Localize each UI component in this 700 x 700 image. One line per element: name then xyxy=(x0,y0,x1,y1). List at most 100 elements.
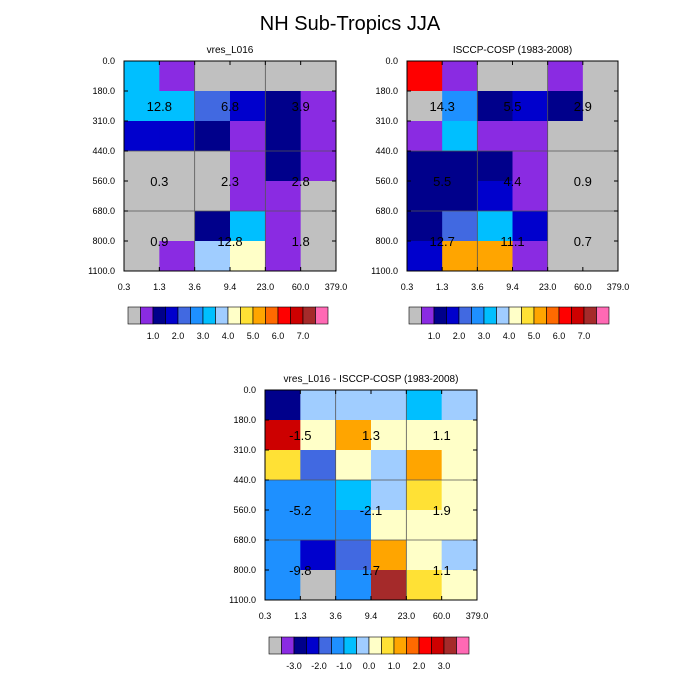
x-tick-label: 379.0 xyxy=(466,611,489,621)
heatmap-cell xyxy=(335,480,372,511)
colorbar-swatch xyxy=(343,636,357,655)
colorbar-swatch xyxy=(418,636,432,655)
y-tick-label: 310.0 xyxy=(233,445,256,455)
heatmap-cell xyxy=(265,390,301,421)
heatmap-panel-3: vres_L016 - ISCCP-COSP (1983-2008) 0.3 1.3… xyxy=(229,374,488,621)
colorbar-swatch xyxy=(583,306,597,325)
heatmap-cell xyxy=(230,181,266,212)
colorbar-label: 3.0 xyxy=(438,661,451,671)
heatmap-cell xyxy=(371,420,407,451)
colorbar-swatch xyxy=(190,306,204,325)
y-tick-label: 180.0 xyxy=(92,86,115,96)
heatmap-cell xyxy=(159,241,196,272)
y-tick-label: 560.0 xyxy=(92,176,115,186)
heatmap-cell xyxy=(407,61,443,92)
x-tick-label: 3.6 xyxy=(471,282,484,292)
heatmap-cell xyxy=(582,181,619,212)
heatmap-cell xyxy=(300,61,337,92)
cell-value-label: 5.5 xyxy=(433,174,451,189)
cell-value-label: -5.2 xyxy=(289,503,311,518)
heatmap-cell xyxy=(230,241,266,272)
heatmap-cell xyxy=(371,450,407,481)
cell-value-label: 12.8 xyxy=(217,234,242,249)
colorbar-swatch xyxy=(443,636,457,655)
x-tick-label: 1.3 xyxy=(436,282,449,292)
heatmap-cell xyxy=(512,91,549,122)
heatmap-cell xyxy=(124,181,160,212)
colorbar-swatch xyxy=(281,636,295,655)
heatmap-cell xyxy=(407,181,443,212)
cell-value-label: 0.9 xyxy=(574,174,592,189)
heatmap-cell xyxy=(406,510,443,541)
colorbar-swatch xyxy=(393,636,407,655)
heatmap-cell xyxy=(265,241,302,272)
heatmap-cell xyxy=(547,211,584,242)
heatmap-cell xyxy=(407,151,443,182)
colorbar-swatch xyxy=(421,306,435,325)
y-tick-label: 800.0 xyxy=(92,236,115,246)
heatmap-cell xyxy=(407,241,443,272)
heatmap-cell xyxy=(442,181,478,212)
y-tick-label: 180.0 xyxy=(233,415,256,425)
colorbar-label: 4.0 xyxy=(222,331,235,341)
y-tick-label: 680.0 xyxy=(233,535,256,545)
x-tick-label: 9.4 xyxy=(506,282,519,292)
colorbar-label: 3.0 xyxy=(197,331,210,341)
panel-title: vres_L016 - ISCCP-COSP (1983-2008) xyxy=(284,374,459,385)
heatmap-cell xyxy=(265,211,302,242)
colorbar-swatch xyxy=(290,306,304,325)
cell-value-label: 12.8 xyxy=(147,99,172,114)
y-tick-label: 310.0 xyxy=(92,116,115,126)
colorbar-swatch xyxy=(406,636,420,655)
heatmap-cell xyxy=(582,121,619,152)
heatmap-cell xyxy=(441,480,478,511)
colorbar-label: -1.0 xyxy=(336,661,352,671)
heatmap-cell xyxy=(230,211,266,242)
colorbar-swatch xyxy=(152,306,166,325)
heatmap-cell xyxy=(265,480,301,511)
heatmap-cell xyxy=(265,420,301,451)
colorbar-label: 2.0 xyxy=(453,331,466,341)
colorbar-swatch xyxy=(227,306,241,325)
heatmap-cell xyxy=(407,121,443,152)
heatmap-cell xyxy=(477,91,513,122)
colorbar-label: 0.0 xyxy=(363,661,376,671)
heatmap-cell xyxy=(335,450,372,481)
heatmap-cell xyxy=(582,241,619,272)
heatmap-cell xyxy=(512,121,549,152)
heatmap-cell xyxy=(441,420,478,451)
heatmap-cell xyxy=(194,121,231,152)
heatmap-cell xyxy=(547,91,584,122)
colorbar-swatch xyxy=(331,636,345,655)
heatmap-cell xyxy=(371,540,407,571)
heatmap-cell xyxy=(406,480,443,511)
heatmap-panel-1: vres_L016 0.3 1.3 3.6 9.4 23.0 60.0 379.0 0.0 180… xyxy=(88,45,347,292)
heatmap-cell xyxy=(477,61,513,92)
y-tick-label: 0.0 xyxy=(385,56,398,66)
colorbar-swatch xyxy=(533,306,547,325)
heatmap-cell xyxy=(300,151,337,182)
heatmap-cell xyxy=(406,420,443,451)
colorbar-label: 6.0 xyxy=(553,331,566,341)
cell-value-label: -2.1 xyxy=(360,503,382,518)
heatmap-cell xyxy=(300,540,337,571)
y-tick-label: 0.0 xyxy=(243,385,256,395)
heatmap-cell xyxy=(265,61,302,92)
colorbar-swatch xyxy=(521,306,535,325)
x-tick-label: 379.0 xyxy=(325,282,348,292)
colorbar-swatch xyxy=(483,306,497,325)
cell-value-label: 0.9 xyxy=(150,234,168,249)
colorbar-label: 1.0 xyxy=(147,331,160,341)
x-tick-label: 3.6 xyxy=(188,282,201,292)
heatmap-panel-2: ISCCP-COSP (1983-2008) 0.3 1.3 3.6 9.4 23.0 60… xyxy=(371,45,629,292)
cell-value-label: 0.3 xyxy=(150,174,168,189)
colorbar-label: 3.0 xyxy=(478,331,491,341)
colorbar-swatch xyxy=(165,306,179,325)
x-tick-label: 60.0 xyxy=(292,282,310,292)
heatmap-cell xyxy=(406,450,443,481)
colorbar-swatch xyxy=(202,306,216,325)
colorbar-swatch xyxy=(431,636,445,655)
heatmap-cell xyxy=(300,480,337,511)
x-tick-label: 1.3 xyxy=(294,611,307,621)
heatmap-cell xyxy=(300,570,337,601)
